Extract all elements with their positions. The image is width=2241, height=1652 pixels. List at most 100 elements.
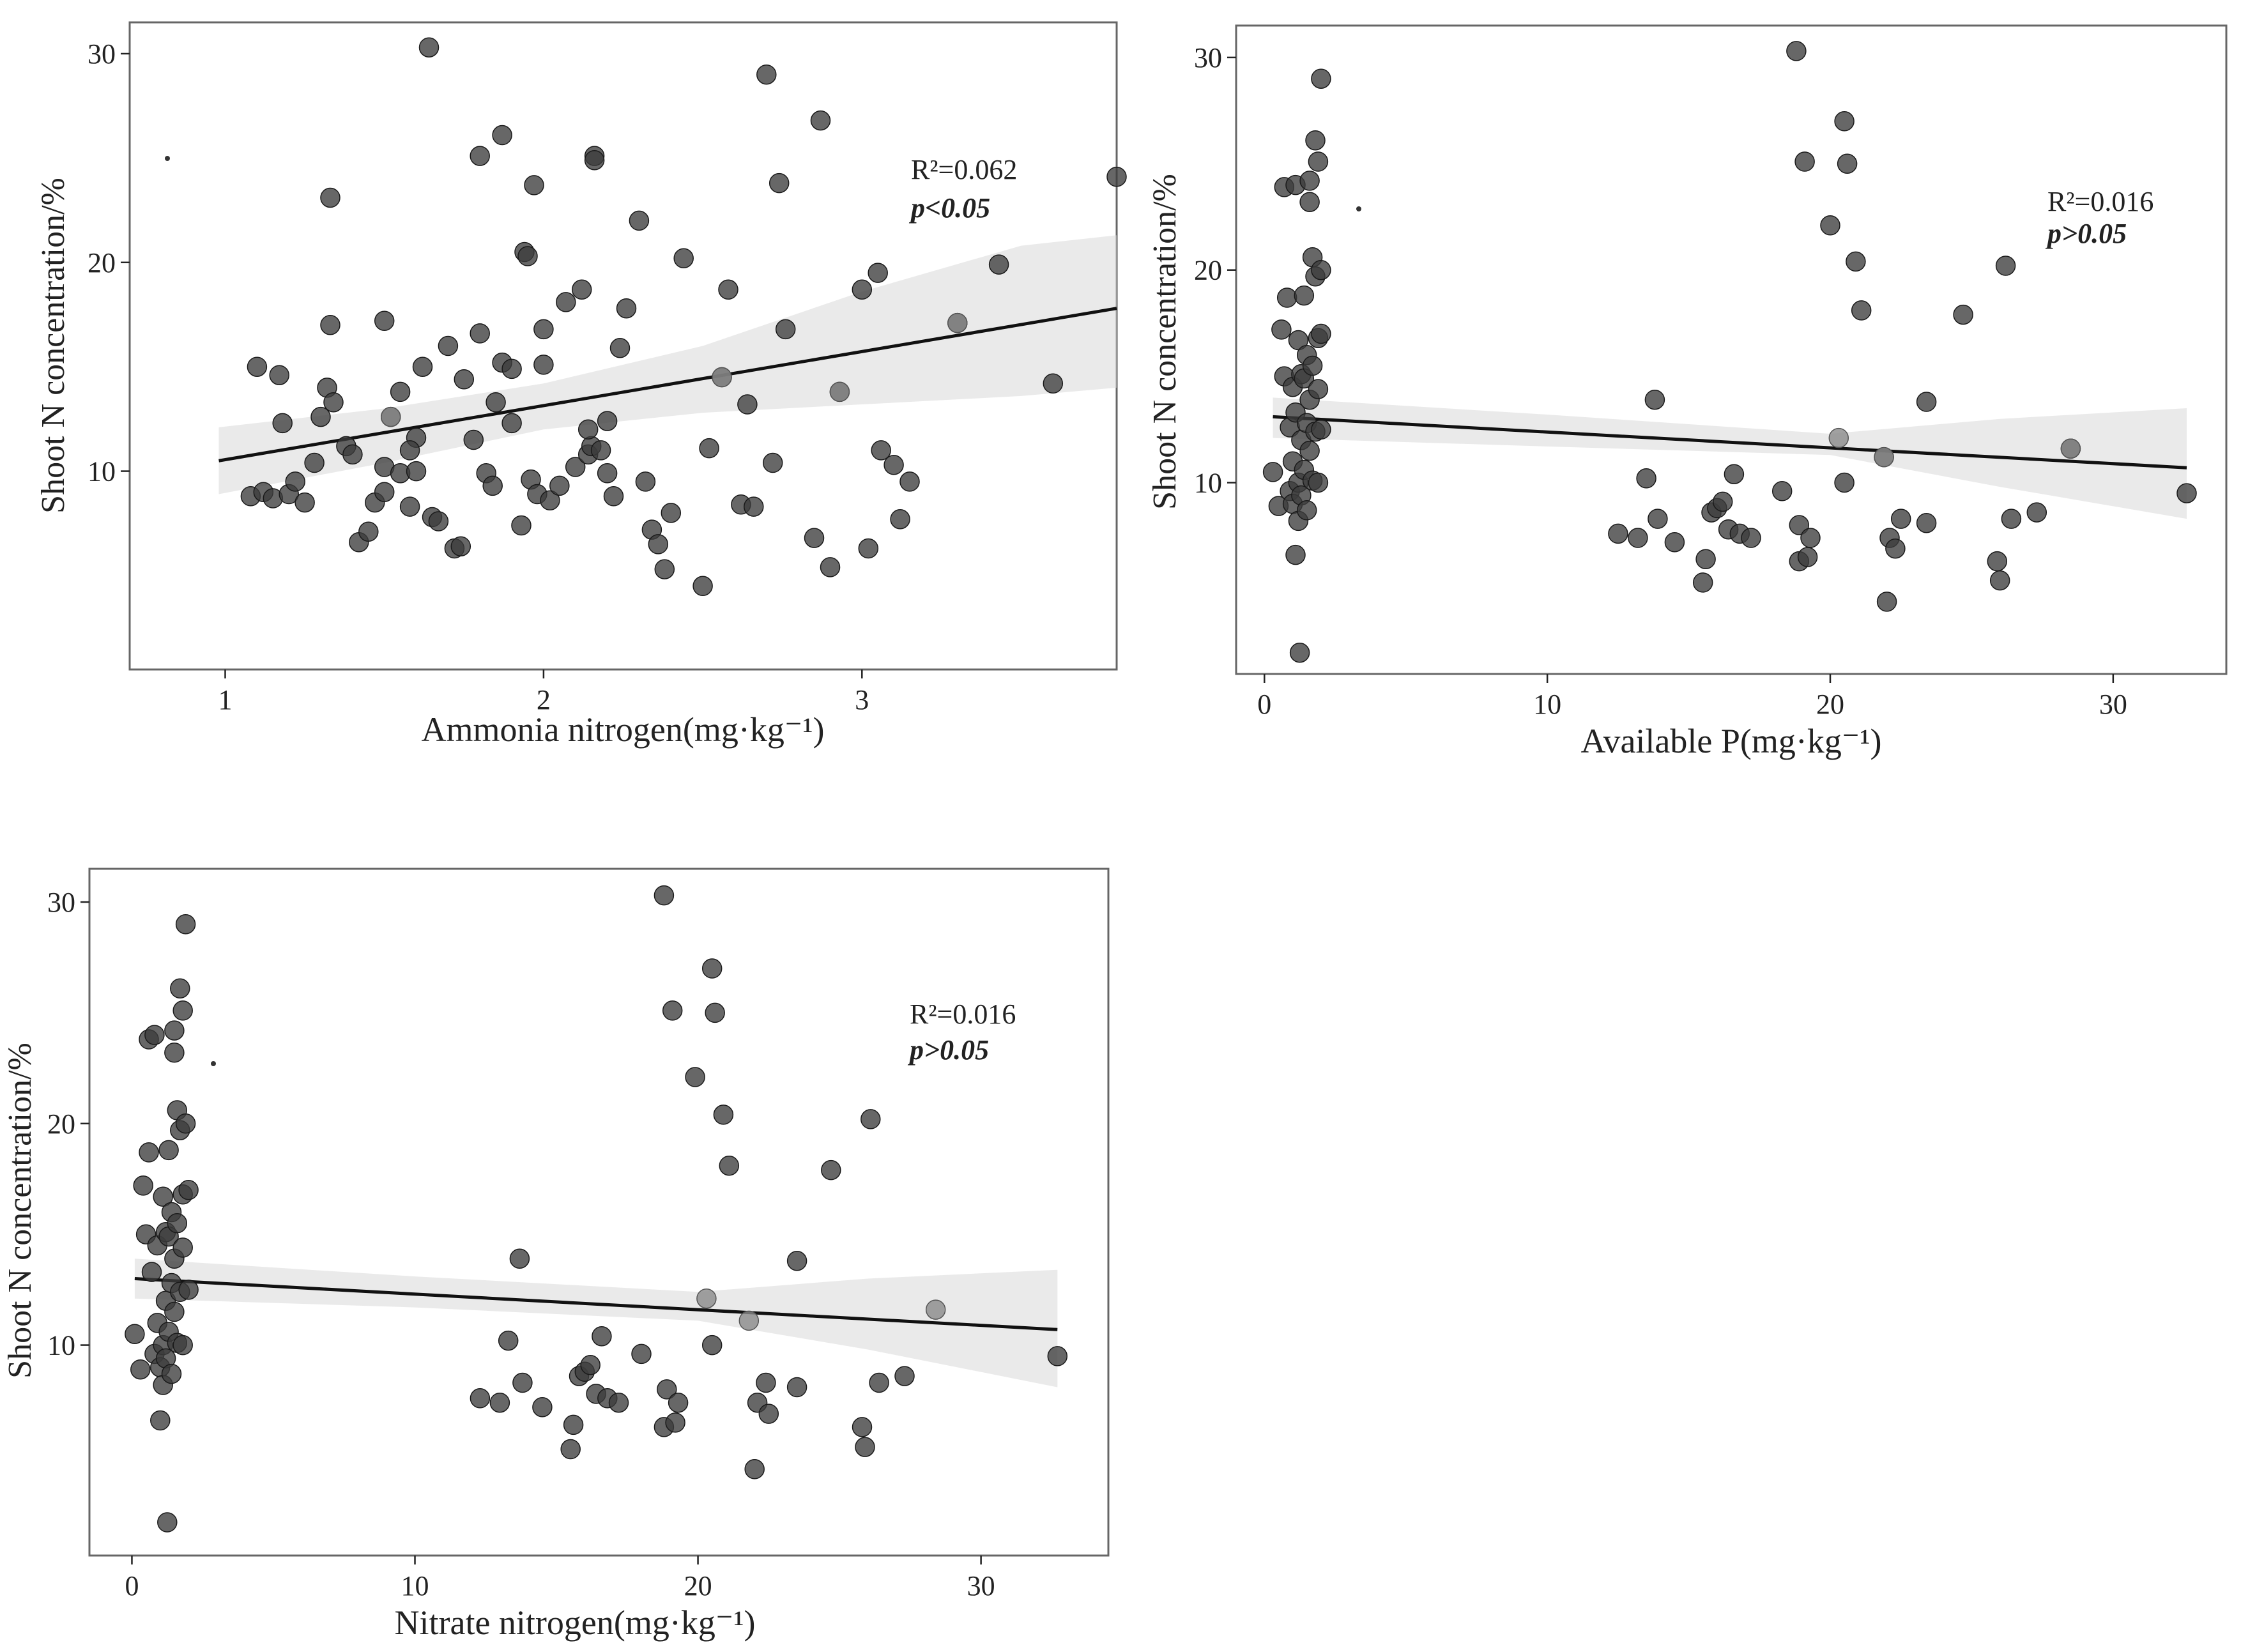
data-point: [705, 1002, 725, 1023]
data-point: [701, 1335, 723, 1356]
y-tick-label: 30: [1194, 42, 1222, 73]
y-tick-label: 20: [47, 1108, 75, 1140]
data-point: [175, 914, 196, 935]
data-point: [358, 521, 379, 542]
data-point: [883, 455, 904, 475]
data-point: [1608, 523, 1628, 544]
data-point: [304, 452, 325, 473]
data-point: [269, 365, 289, 385]
data-point: [1262, 462, 1283, 482]
data-point: [320, 187, 340, 208]
data-point: [172, 1237, 193, 1258]
stray-dot: [1356, 206, 1361, 211]
data-point: [1308, 472, 1329, 493]
r-squared-label: R²=0.062: [911, 154, 1017, 185]
data-point: [565, 457, 586, 477]
data-point: [758, 1403, 779, 1424]
data-point: [804, 528, 825, 548]
regression-line: [1273, 415, 2187, 470]
p-value-label: p>0.05: [907, 1034, 989, 1066]
data-point: [685, 1067, 705, 1087]
data-point: [629, 210, 650, 231]
panel-available-p: 0 10 20 30 10 20 30 Available P(mg·kg⁻¹) Shoot…: [1147, 24, 2228, 760]
y-tick-label: 10: [47, 1330, 75, 1361]
data-point: [713, 1105, 734, 1125]
data-point: [1276, 287, 1297, 308]
data-point: [858, 538, 879, 559]
data-point: [756, 1372, 776, 1393]
data-point: [786, 1251, 807, 1271]
plot-frame: [88, 868, 1110, 1557]
data-point: [631, 1343, 652, 1365]
data-point-light: [1874, 447, 1894, 468]
panel-ammonia: 1 2 3 10 20 30 Ammonia nitrogen(mg·kg⁻¹) Shoo…: [35, 21, 1127, 749]
data-point: [172, 1335, 193, 1356]
data-point: [125, 1324, 145, 1344]
data-point-light: [2060, 438, 2081, 459]
data-point: [1846, 251, 1866, 272]
data-point: [272, 413, 293, 434]
data-point: [668, 1392, 689, 1413]
data-point: [438, 335, 459, 356]
data-point: [692, 576, 713, 597]
data-point: [498, 1330, 519, 1351]
x-axis-label: Ammonia nitrogen(mg·kg⁻¹): [421, 710, 824, 749]
data-point: [2026, 502, 2047, 523]
data-point: [654, 559, 675, 579]
data-point-light: [829, 381, 850, 402]
p-value-label: p<0.05: [908, 192, 990, 224]
data-point: [247, 356, 268, 377]
data-point: [662, 1000, 683, 1021]
data-point: [673, 248, 694, 269]
data-point: [164, 1301, 185, 1322]
data-point: [1296, 500, 1317, 521]
data-point: [133, 1175, 153, 1196]
data-point: [170, 978, 190, 999]
data-point: [540, 490, 560, 511]
data-point: [1885, 538, 1906, 559]
data-point: [374, 310, 395, 332]
data-point: [868, 263, 888, 283]
data-point: [342, 444, 363, 465]
data-point: [616, 298, 637, 319]
stray-dot: [211, 1061, 216, 1066]
data-point: [406, 461, 427, 482]
data-point: [323, 392, 344, 413]
data-point: [470, 323, 490, 344]
data-point: [390, 381, 411, 402]
x-tick-label: 30: [967, 1570, 995, 1602]
data-point-light: [380, 406, 401, 427]
data-point: [1302, 355, 1323, 376]
data-point: [719, 1155, 740, 1176]
data-point: [1648, 509, 1668, 529]
data-point: [661, 503, 682, 523]
r-squared-label: R²=0.016: [2047, 186, 2153, 217]
data-point: [1851, 300, 1872, 321]
data-point: [737, 394, 758, 415]
data-point-light: [712, 367, 732, 388]
data-point: [486, 392, 506, 413]
data-point: [654, 885, 675, 906]
data-point: [470, 146, 490, 166]
data-point: [1724, 464, 1745, 484]
data-point: [285, 471, 305, 492]
x-tick-label: 30: [2099, 689, 2127, 720]
data-point-light: [738, 1310, 760, 1331]
data-point: [756, 64, 777, 85]
data-point-light: [925, 1299, 946, 1320]
data-point: [1047, 1346, 1068, 1366]
data-point: [899, 471, 920, 492]
x-tick-label: 10: [1533, 689, 1561, 720]
x-tick-label: 10: [401, 1570, 429, 1602]
data-point: [1308, 151, 1329, 172]
data-point: [855, 1437, 875, 1457]
data-point: [178, 1180, 199, 1200]
data-point: [164, 1020, 185, 1041]
y-axis-label: Shoot N concentration/%: [1147, 174, 1183, 510]
y-axis-label: Shoot N concentration/%: [35, 178, 72, 514]
y-axis-label: Shoot N concentration/%: [2, 1043, 38, 1379]
data-point: [744, 496, 764, 517]
data-point-light: [1828, 427, 1849, 448]
data-point: [1299, 440, 1320, 461]
data-point: [1106, 167, 1127, 187]
